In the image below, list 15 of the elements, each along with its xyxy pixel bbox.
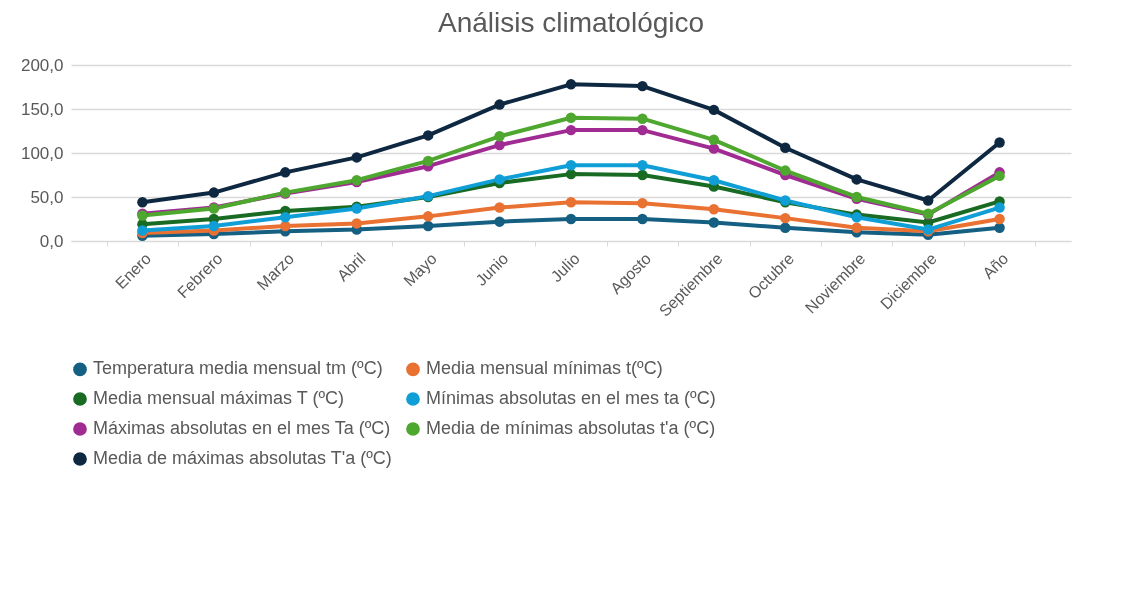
x-tick-label: Julio (547, 249, 583, 286)
y-tick-label: 150,0 (20, 99, 64, 119)
legend-label: Máximas absolutas en el mes Ta (ºC) (93, 418, 391, 438)
y-tick-label: 50,0 (30, 187, 64, 207)
legend-label: Media mensual mínimas t(ºC) (426, 358, 663, 379)
chart-title: Análisis climatológico (437, 7, 705, 38)
y-tick-label: 100,0 (20, 143, 64, 163)
y-tick-label: 0,0 (39, 231, 64, 251)
legend-label: Media de mínimas absolutas t'a (ºC) (426, 418, 716, 438)
legend-label: Media de máximas absolutas T'a (ºC) (93, 448, 392, 468)
legend-label: Temperatura media mensual tm (ºC) (93, 358, 383, 379)
legend-label: Media mensual máximas T (ºC) (93, 388, 344, 408)
y-tick-label: 200,0 (20, 55, 64, 75)
x-tick-label: Año (979, 249, 1012, 282)
legend-label: Mínimas absolutas en el mes ta (ºC) (426, 388, 716, 408)
